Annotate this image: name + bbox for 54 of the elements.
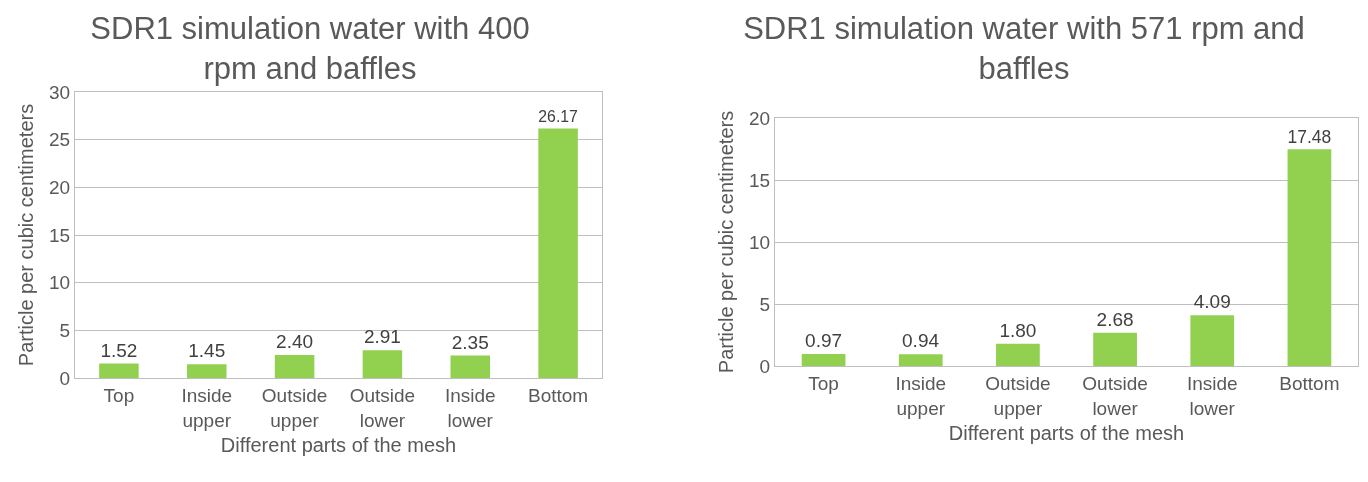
bar — [274, 355, 315, 378]
data-label: 1.45 — [188, 340, 226, 362]
chart-title: SDR1 simulation water with 571 rpm and baffles — [743, 10, 1305, 86]
bar — [450, 355, 491, 378]
y-tick-label: 0 — [759, 355, 771, 377]
data-label: 4.09 — [1193, 291, 1231, 313]
bar — [362, 350, 403, 378]
bar — [99, 363, 139, 378]
y-tick-label: 20 — [749, 107, 771, 129]
data-label: 1.52 — [100, 339, 138, 361]
y-tick-label: 20 — [49, 176, 71, 198]
x-axis-title: Different parts of the mesh — [220, 434, 457, 456]
x-tick-label: Bottom — [1279, 372, 1340, 394]
bar — [1287, 149, 1332, 366]
y-tick-label: 15 — [49, 224, 71, 246]
data-label: 17.48 — [1287, 126, 1332, 147]
bar — [1093, 332, 1137, 366]
y-tick-label: 10 — [749, 231, 771, 253]
x-tick-label: Inside lower — [1186, 372, 1238, 419]
bar — [801, 353, 846, 366]
x-tick-label: Top — [103, 384, 135, 406]
data-label: 0.97 — [805, 329, 843, 351]
x-tick-label: Outside upper — [261, 384, 328, 431]
y-tick-label: 30 — [49, 81, 71, 103]
bar — [538, 128, 578, 378]
data-label: 1.80 — [999, 319, 1037, 341]
x-tick-label: Inside upper — [181, 384, 233, 431]
bar — [186, 364, 227, 378]
data-label: 26.17 — [538, 108, 578, 126]
y-axis-title: Particle per cubic centimeters — [14, 103, 37, 367]
y-tick-label: 5 — [759, 293, 771, 315]
y-tick-label: 0 — [59, 367, 71, 389]
bar — [1190, 315, 1235, 366]
y-tick-label: 5 — [59, 319, 71, 341]
data-label: 2.40 — [276, 331, 314, 353]
bar — [898, 354, 943, 366]
x-tick-label: Outside lower — [349, 384, 416, 431]
y-tick-label: 25 — [49, 129, 71, 151]
y-tick-label: 10 — [49, 272, 71, 294]
y-axis-title: Particle per cubic centimeters — [714, 110, 737, 374]
x-tick-label: Inside upper — [895, 372, 947, 419]
x-tick-label: Inside lower — [444, 384, 496, 431]
y-tick-label: 15 — [749, 169, 771, 191]
data-label: 2.91 — [363, 326, 401, 348]
data-label: 2.35 — [451, 331, 489, 353]
data-label: 2.68 — [1096, 308, 1134, 330]
data-label: 0.94 — [902, 330, 940, 352]
bar — [996, 343, 1040, 366]
x-tick-label: Outside lower — [1082, 372, 1148, 419]
x-tick-label: Bottom — [527, 384, 589, 406]
x-axis-title: Different parts of the mesh — [948, 422, 1185, 444]
x-tick-label: Outside upper — [985, 372, 1051, 419]
x-tick-label: Top — [808, 372, 839, 394]
chart-title: SDR1 simulation water with 400 rpm and baffles — [90, 10, 530, 86]
